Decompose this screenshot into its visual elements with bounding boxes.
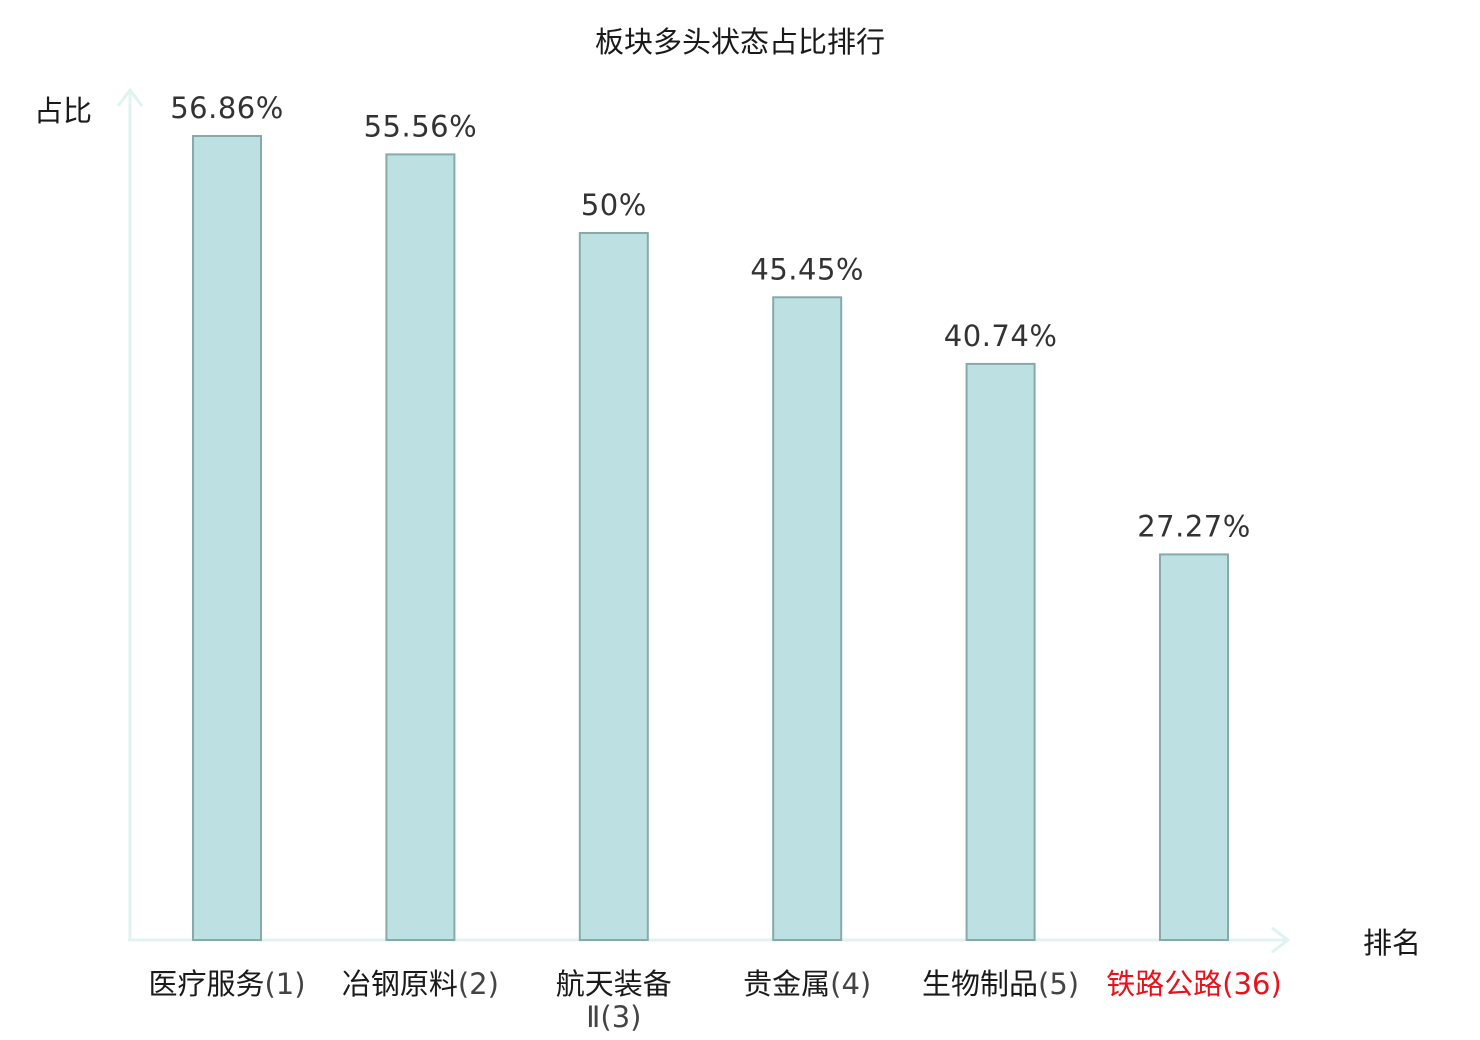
y-axis-label: 占比: [34, 94, 92, 128]
category-label: 医疗服务(1): [148, 967, 305, 1001]
bar-value-label: 40.74%: [944, 319, 1058, 353]
category-rank: (2): [458, 967, 499, 1001]
category-name: 铁路公路: [1106, 967, 1222, 1001]
category-label: 铁路公路(36): [1106, 967, 1282, 1001]
category-label: 生物制品(5): [922, 967, 1079, 1001]
chart-title: 板块多头状态占比排行: [595, 25, 885, 59]
bar: [1159, 553, 1229, 942]
category-name: 航天装备: [556, 967, 672, 1001]
bar-value-label: 56.86%: [170, 91, 284, 125]
category-label: 贵金属(4): [743, 967, 871, 1001]
category-rank: (4): [830, 967, 871, 1001]
bar: [385, 153, 456, 941]
bar: [965, 362, 1036, 941]
bar: [578, 232, 649, 941]
x-axis-arrow: [1271, 926, 1291, 954]
category-name: 贵金属: [743, 967, 830, 1001]
category-label: 冶钢原料(2): [342, 967, 499, 1001]
category-rank: (5): [1038, 967, 1079, 1001]
x-axis-label: 排名: [1363, 926, 1421, 960]
value-labels: 56.86% 55.56% 50% 45.45% 40.74% 27.27%: [170, 91, 1251, 543]
category-rank: Ⅱ(3): [586, 1000, 641, 1034]
category-rank: (36): [1222, 967, 1282, 1001]
bar-value-label: 55.56%: [364, 109, 478, 143]
category-name: 冶钢原料: [342, 967, 458, 1001]
category-name: 医疗服务: [148, 967, 264, 1001]
category-rank: (1): [264, 967, 305, 1001]
y-axis: [116, 87, 144, 940]
bar: [772, 296, 843, 941]
category-label: 航天装备 Ⅱ(3): [556, 967, 672, 1034]
bar-series: [192, 135, 1229, 942]
category-name: 生物制品: [922, 967, 1038, 1001]
bar-value-label: 27.27%: [1137, 509, 1251, 543]
category-labels: 医疗服务(1) 冶钢原料(2) 航天装备 Ⅱ(3)贵金属(4) 生物制品(5) 铁路公路(…: [148, 967, 1281, 1034]
x-axis: [128, 926, 1291, 954]
bar-value-label: 45.45%: [750, 252, 864, 286]
bar-value-label: 50%: [581, 188, 647, 222]
y-axis-arrow: [116, 87, 144, 107]
bar: [192, 135, 262, 941]
